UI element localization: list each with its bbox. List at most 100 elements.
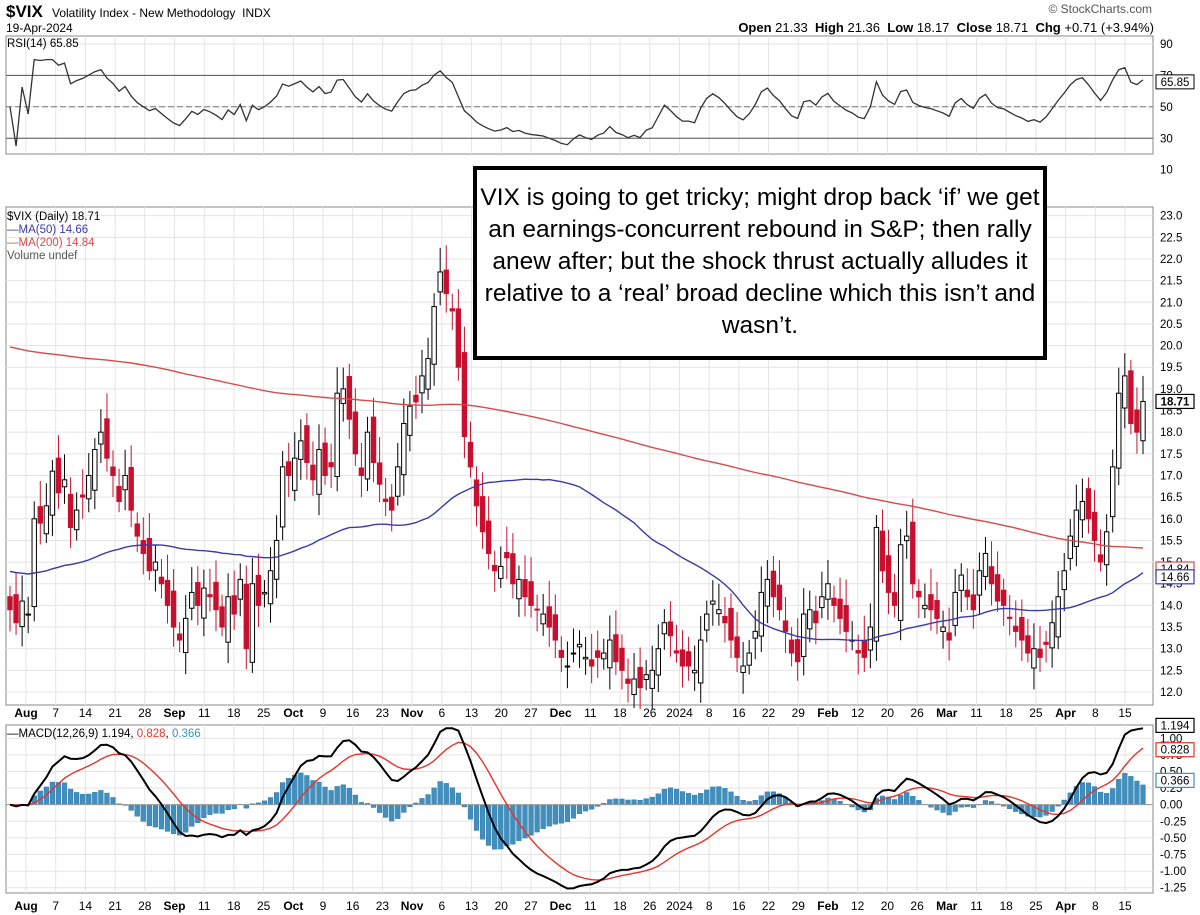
rsi-legend-text: RSI(14) 65.85	[7, 38, 79, 50]
price-candle	[352, 411, 359, 455]
price-candle	[146, 537, 153, 572]
price-candle	[764, 578, 771, 607]
macd-x-tick-label: 25	[1029, 899, 1043, 913]
price-candle	[746, 652, 752, 666]
price-candle	[1097, 554, 1104, 563]
macd-histogram-bar	[716, 786, 722, 805]
macd-x-tick-label: Apr	[1055, 899, 1076, 913]
price-candle	[928, 594, 934, 611]
macd-histogram-bar	[552, 804, 558, 825]
macd-histogram-bar	[564, 804, 571, 823]
high-value: 21.36	[847, 20, 881, 35]
price-last-label-box	[1155, 569, 1195, 585]
price-candle	[395, 466, 401, 497]
macd-histogram-bar	[685, 793, 692, 805]
price-candle	[207, 594, 213, 598]
macd-tick-label: -1.00	[1160, 866, 1186, 878]
price-candle	[576, 643, 583, 648]
macd-histogram-bar	[1104, 793, 1110, 805]
price-candle	[92, 449, 98, 491]
macd-x-tick-label: 8	[1092, 899, 1099, 913]
price-candle	[510, 553, 516, 585]
macd-histogram-bar	[498, 804, 504, 850]
price-candle	[1140, 400, 1146, 442]
price-candle	[782, 620, 789, 632]
macd-histogram-bar	[946, 804, 952, 816]
price-candle	[231, 595, 237, 615]
price-tick-label: 13.0	[1160, 644, 1182, 656]
price-candle	[382, 498, 389, 502]
price-x-tick-label: 8	[706, 706, 713, 720]
macd-x-tick-label: 27	[524, 899, 538, 913]
macd-histogram-bar	[219, 804, 225, 814]
macd-histogram-bar	[231, 804, 237, 810]
price-candle	[473, 479, 480, 507]
macd-histogram-bar	[916, 800, 922, 805]
macd-histogram-bar	[140, 804, 146, 822]
macd-histogram-bar	[98, 790, 104, 805]
price-tick-label: 20.5	[1160, 319, 1182, 331]
macd-last-label-box	[1155, 742, 1195, 758]
price-candle	[49, 470, 56, 516]
rsi-last-label-box	[1155, 74, 1195, 90]
ohlc-readout: Open 21.33 High 21.36 Low 18.17 Close 18…	[738, 20, 1154, 35]
price-candle	[1128, 370, 1134, 425]
price-candle	[304, 425, 310, 463]
price-x-tick-label: 22	[762, 706, 776, 720]
macd-histogram-bar	[570, 804, 577, 819]
macd-histogram-bar	[207, 804, 213, 815]
annotation-text: VIX is going to get tricky; might drop b…	[480, 184, 1040, 339]
price-candle	[419, 375, 425, 394]
rsi-last-label-text: 65.85	[1161, 77, 1190, 89]
macd-histogram-bar	[1097, 791, 1104, 805]
ma50-line	[9, 478, 1144, 642]
price-candle	[904, 535, 910, 542]
macd-x-tick-label: 16	[346, 899, 360, 913]
macd-histogram-bar	[679, 791, 686, 805]
price-candle	[922, 604, 928, 610]
price-candle	[158, 576, 165, 585]
macd-x-tick-label: 26	[910, 899, 924, 913]
price-candle	[340, 388, 346, 405]
price-candle	[625, 678, 631, 684]
price-candle	[86, 474, 92, 500]
price-tick-label: 15.5	[1160, 535, 1182, 547]
macd-histogram-bar	[164, 804, 171, 832]
macd-last-label-box	[1155, 717, 1195, 733]
price-x-tick-label: 18	[227, 706, 241, 720]
macd-histogram-bar	[546, 804, 552, 827]
price-x-tick-label: 15	[1118, 706, 1132, 720]
price-candle	[685, 651, 692, 667]
rsi-tick-label: 10	[1160, 165, 1173, 177]
price-candle	[679, 649, 686, 667]
price-x-tick-label: 28	[138, 706, 152, 720]
price-candle	[794, 639, 801, 663]
price-candle	[255, 574, 262, 606]
low-value: 18.17	[916, 20, 950, 35]
price-x-tick-label: 9	[320, 706, 327, 720]
price-candle	[813, 610, 819, 624]
macd-histogram-bar	[1007, 804, 1013, 809]
price-candle	[37, 506, 43, 524]
price-candle	[67, 493, 74, 528]
macd-histogram-bar	[104, 792, 110, 805]
price-candle	[201, 587, 207, 619]
price-x-tick-label: 11	[584, 706, 597, 720]
macd-histogram-bar	[467, 804, 474, 820]
price-x-tick-label: 18	[613, 706, 627, 720]
price-x-tick-label: 13	[465, 706, 479, 720]
macd-x-tick-label: 11	[584, 899, 597, 913]
price-candle	[176, 633, 183, 641]
price-candle	[170, 590, 177, 628]
price-candle	[934, 600, 940, 619]
rsi-tick-label: 90	[1160, 39, 1173, 51]
price-tick-label: 17.5	[1160, 449, 1182, 461]
price-candle	[498, 565, 504, 579]
price-tick-label: 13.5	[1160, 622, 1182, 634]
price-candle	[540, 613, 546, 625]
macd-histogram-bar	[770, 791, 777, 805]
price-candle	[346, 376, 352, 420]
price-candle	[370, 416, 377, 463]
macd-histogram-bar	[891, 799, 898, 805]
